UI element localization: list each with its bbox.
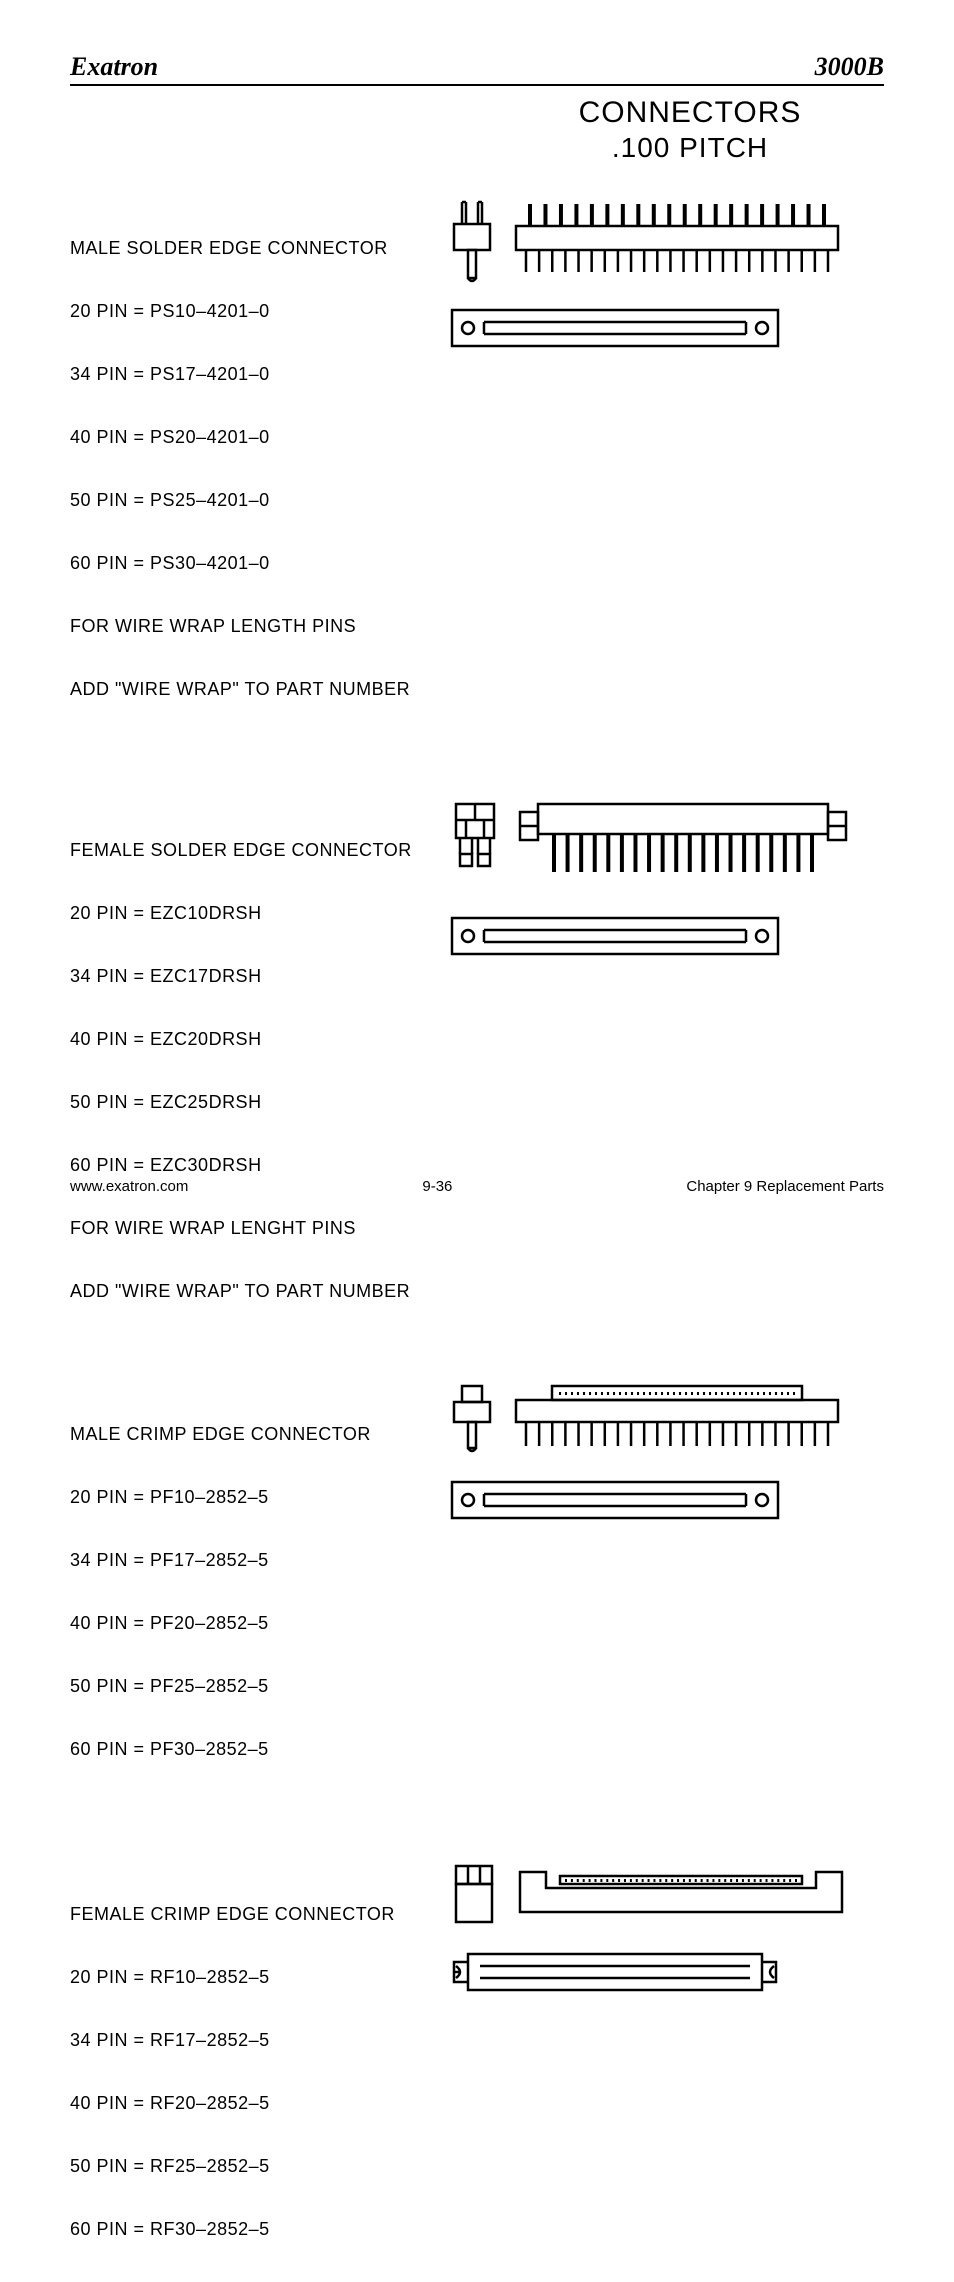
male-crimp-bottom-icon (450, 1480, 780, 1520)
line: 20 PIN = PS10–4201–0 (70, 301, 430, 322)
line: 40 PIN = EZC20DRSH (70, 1029, 430, 1050)
line: 60 PIN = RF30–2852–5 (70, 2219, 430, 2240)
footer-left: www.exatron.com (70, 1178, 188, 1195)
line: 60 PIN = PF30–2852–5 (70, 1739, 430, 1760)
female-solder-side-icon (518, 798, 848, 888)
line: 40 PIN = PS20–4201–0 (70, 427, 430, 448)
footer-center: 9-36 (422, 1178, 452, 1195)
female-crimp-end-icon (450, 1862, 498, 1928)
line: 34 PIN = EZC17DRSH (70, 966, 430, 987)
female-crimp-bottom-icon (450, 1950, 780, 1994)
line: 50 PIN = PS25–4201–0 (70, 490, 430, 511)
figure-block (450, 196, 884, 348)
figure-block (450, 1862, 884, 1994)
line: FOR WIRE WRAP LENGTH PINS (70, 616, 430, 637)
header-left: Exatron (70, 52, 158, 82)
line: ADD "WIRE WRAP" TO PART NUMBER (70, 679, 430, 700)
header-right: 3000B (815, 52, 884, 82)
text-block: MALE CRIMP EDGE CONNECTOR 20 PIN = PF10–… (70, 1382, 430, 1802)
line: 60 PIN = EZC30DRSH (70, 1155, 430, 1176)
line: 60 PIN = PS30–4201–0 (70, 553, 430, 574)
male-solder-end-icon (450, 196, 494, 286)
female-crimp-side-icon (516, 1862, 846, 1918)
line: 20 PIN = EZC10DRSH (70, 903, 430, 924)
male-solder-bottom-icon (450, 308, 780, 348)
title-line2: .100 PITCH (540, 132, 840, 164)
line: 20 PIN = PF10–2852–5 (70, 1487, 430, 1508)
line: 34 PIN = RF17–2852–5 (70, 2030, 430, 2051)
text-block: FEMALE SOLDER EDGE CONNECTOR 20 PIN = EZ… (70, 798, 430, 1344)
section-male-crimp: MALE CRIMP EDGE CONNECTOR 20 PIN = PF10–… (70, 1382, 884, 1802)
line: 50 PIN = RF25–2852–5 (70, 2156, 430, 2177)
line: 40 PIN = RF20–2852–5 (70, 2093, 430, 2114)
footer-right: Chapter 9 Replacement Parts (686, 1178, 884, 1195)
male-solder-side-icon (512, 196, 842, 276)
heading: MALE CRIMP EDGE CONNECTOR (70, 1424, 430, 1445)
male-crimp-end-icon (450, 1382, 494, 1458)
heading: FEMALE CRIMP EDGE CONNECTOR (70, 1904, 430, 1925)
page-header: Exatron 3000B (70, 52, 884, 86)
page-footer: www.exatron.com 9-36 Chapter 9 Replaceme… (70, 1178, 884, 1195)
figure-block (450, 798, 884, 956)
line: 50 PIN = PF25–2852–5 (70, 1676, 430, 1697)
line: 50 PIN = EZC25DRSH (70, 1092, 430, 1113)
line: 40 PIN = PF20–2852–5 (70, 1613, 430, 1634)
title-line1: CONNECTORS (540, 96, 840, 130)
text-block: MALE SOLDER EDGE CONNECTOR 20 PIN = PS10… (70, 196, 430, 742)
text-block: FEMALE CRIMP EDGE CONNECTOR 20 PIN = RF1… (70, 1862, 430, 2282)
line: 20 PIN = RF10–2852–5 (70, 1967, 430, 1988)
heading: FEMALE SOLDER EDGE CONNECTOR (70, 840, 430, 861)
line: 34 PIN = PF17–2852–5 (70, 1550, 430, 1571)
female-solder-bottom-icon (450, 916, 780, 956)
heading: MALE SOLDER EDGE CONNECTOR (70, 238, 430, 259)
page-title: CONNECTORS .100 PITCH (540, 96, 840, 164)
female-solder-end-icon (450, 798, 500, 894)
line: FOR WIRE WRAP LENGHT PINS (70, 1218, 430, 1239)
line: ADD "WIRE WRAP" TO PART NUMBER (70, 1281, 430, 1302)
figure-block (450, 1382, 884, 1520)
section-male-solder: MALE SOLDER EDGE CONNECTOR 20 PIN = PS10… (70, 196, 884, 742)
section-female-crimp: FEMALE CRIMP EDGE CONNECTOR 20 PIN = RF1… (70, 1862, 884, 2282)
line: 34 PIN = PS17–4201–0 (70, 364, 430, 385)
section-female-solder: FEMALE SOLDER EDGE CONNECTOR 20 PIN = EZ… (70, 798, 884, 1344)
male-crimp-side-icon (512, 1382, 842, 1452)
